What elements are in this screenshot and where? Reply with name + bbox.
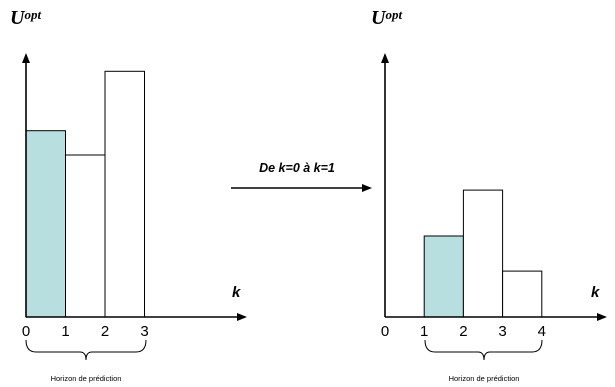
right-tick-label-0: 0 xyxy=(381,323,389,340)
left-tick-labels: 0 1 2 3 xyxy=(22,323,149,340)
left-bar-2 xyxy=(104,70,145,318)
right-bar-1 xyxy=(462,189,504,318)
left-panel: Uopt k 0 1 2 3 Horizon de prédiction xyxy=(10,7,247,383)
left-tick-label-2: 2 xyxy=(101,323,109,340)
right-horizon-label: Horizon de prédiction xyxy=(449,374,520,383)
right-horizon-brace xyxy=(424,339,543,361)
right-panel: Uopt k 0 1 2 3 4 Horizon de prédiction xyxy=(371,7,607,383)
left-bar-0 xyxy=(25,130,66,318)
right-tick-label-2: 2 xyxy=(459,323,467,340)
left-horizon-label: Horizon de prédiction xyxy=(51,374,122,383)
transition-label: De k=0 à k=1 xyxy=(259,161,335,175)
left-x-axis-label: k xyxy=(232,284,241,301)
transition: De k=0 à k=1 xyxy=(231,161,372,192)
right-x-axis-label: k xyxy=(591,284,600,301)
right-bars xyxy=(423,189,543,318)
right-tick-labels: 0 1 2 3 4 xyxy=(381,323,546,340)
left-bars xyxy=(25,70,145,318)
right-tick-label-4: 4 xyxy=(538,323,546,340)
left-bar-1 xyxy=(65,154,106,318)
left-tick-label-0: 0 xyxy=(22,323,30,340)
right-bar-0 xyxy=(423,235,464,318)
left-tick-label-3: 3 xyxy=(140,323,148,340)
right-y-axis-label: Uopt xyxy=(371,7,402,29)
left-y-axis-label: Uopt xyxy=(10,7,41,29)
left-tick-label-1: 1 xyxy=(61,323,69,340)
right-bar-2 xyxy=(502,270,543,318)
left-horizon-brace xyxy=(25,339,147,361)
right-tick-label-1: 1 xyxy=(420,323,428,340)
right-tick-label-3: 3 xyxy=(498,323,506,340)
